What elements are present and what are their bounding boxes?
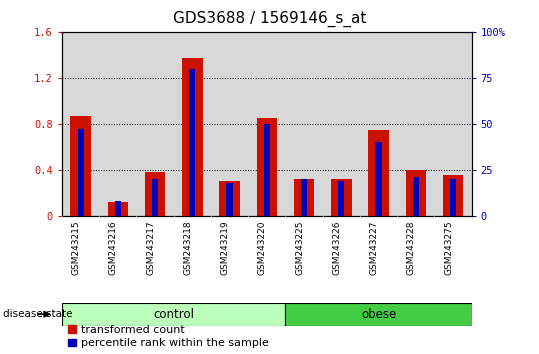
Text: GSM243218: GSM243218: [183, 220, 192, 275]
Bar: [405, 170, 426, 216]
Bar: [189, 69, 196, 216]
Text: GSM243226: GSM243226: [332, 220, 341, 275]
Text: obese: obese: [361, 308, 396, 321]
Text: GSM243228: GSM243228: [407, 220, 416, 275]
Bar: [219, 181, 240, 216]
Bar: [264, 124, 270, 216]
Bar: [368, 130, 389, 216]
Bar: [226, 183, 233, 216]
Text: GSM243217: GSM243217: [146, 220, 155, 275]
Text: control: control: [153, 308, 194, 321]
Text: GSM243275: GSM243275: [444, 220, 453, 275]
Text: GSM243227: GSM243227: [370, 220, 378, 275]
Bar: [338, 181, 344, 216]
Bar: [376, 142, 382, 216]
Text: GSM243216: GSM243216: [109, 220, 118, 275]
Bar: [71, 116, 91, 216]
Bar: [294, 179, 314, 216]
Text: GSM243215: GSM243215: [72, 220, 81, 275]
Bar: [145, 172, 165, 216]
Text: GDS3688 / 1569146_s_at: GDS3688 / 1569146_s_at: [173, 11, 366, 27]
Bar: [62, 303, 286, 326]
Bar: [301, 179, 307, 216]
Bar: [115, 201, 121, 216]
Text: GSM243225: GSM243225: [295, 220, 304, 275]
Legend: transformed count, percentile rank within the sample: transformed count, percentile rank withi…: [67, 325, 269, 348]
Bar: [152, 179, 158, 216]
Bar: [443, 175, 463, 216]
Bar: [331, 179, 351, 216]
Bar: [450, 179, 456, 216]
Text: GSM243220: GSM243220: [258, 220, 267, 275]
Bar: [182, 58, 203, 216]
Text: disease state: disease state: [3, 309, 72, 319]
Bar: [78, 130, 84, 216]
Bar: [413, 177, 419, 216]
Bar: [108, 202, 128, 216]
Text: GSM243219: GSM243219: [220, 220, 230, 275]
Bar: [286, 303, 472, 326]
Bar: [257, 118, 277, 216]
